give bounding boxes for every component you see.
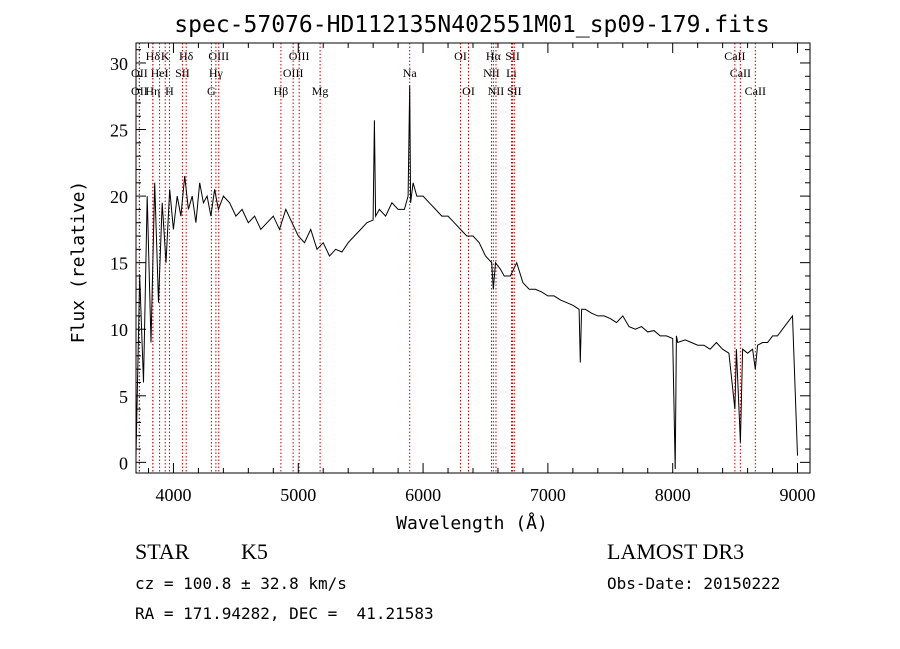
plot-frame bbox=[135, 42, 811, 474]
spectral-line-label: SII bbox=[175, 66, 190, 80]
spectral-line-label: G bbox=[207, 84, 216, 98]
object-subclass: K5 bbox=[241, 539, 268, 564]
y-tick-label: 0 bbox=[119, 453, 128, 473]
y-tick-label: 25 bbox=[110, 121, 128, 141]
spectral-line-label: HeI bbox=[151, 66, 169, 80]
spectral-line-label: Hγ bbox=[209, 66, 224, 80]
survey-name: LAMOST DR3 bbox=[607, 539, 745, 564]
y-tick-label: 30 bbox=[110, 54, 128, 74]
spectral-line-label: SII bbox=[505, 49, 520, 63]
axes: 4000 5000 6000 7000 8000 9000 0 5 10 15 20 25 30 bbox=[110, 43, 816, 505]
spectral-line-label: Hα bbox=[486, 49, 502, 63]
spectral-line-label: Hβ bbox=[274, 84, 289, 98]
spectral-line-label: Li bbox=[506, 66, 517, 80]
spectral-line-label: H bbox=[165, 84, 174, 98]
observation-date: Obs-Date: 20150222 bbox=[607, 574, 781, 593]
spectral-line-label: CaII bbox=[730, 66, 751, 80]
ra-dec: RA = 171.94282, DEC = 41.21583 bbox=[135, 604, 434, 623]
x-tick-label: 7000 bbox=[530, 485, 566, 505]
spectral-line-label: Hδ bbox=[179, 49, 194, 63]
spectral-line-label: OIII bbox=[208, 49, 229, 63]
x-tick-label: 4000 bbox=[155, 485, 191, 505]
redshift-cz: cz = 100.8 ± 32.8 km/s bbox=[135, 574, 347, 593]
y-tick-label: 5 bbox=[119, 387, 128, 407]
y-tick-label: 20 bbox=[110, 187, 128, 207]
spectral-line-label: OIII bbox=[289, 49, 310, 63]
spectral-line-label: Hδ bbox=[146, 49, 161, 63]
x-tick-label: 9000 bbox=[780, 485, 816, 505]
spectral-line-label: Mg bbox=[312, 84, 329, 98]
spectral-line-label: OIII bbox=[283, 66, 304, 80]
x-axis-label: Wavelength (Å) bbox=[396, 512, 548, 534]
x-tick-label: 6000 bbox=[405, 485, 441, 505]
spectral-line-label: OI bbox=[454, 49, 467, 63]
y-tick-label: 10 bbox=[110, 320, 128, 340]
spectral-line-label: Na bbox=[403, 66, 418, 80]
spectral-line-label: NII bbox=[488, 84, 505, 98]
spectral-line-label: SII bbox=[507, 84, 522, 98]
spectral-line-label: K bbox=[161, 49, 170, 63]
x-tick-label: 5000 bbox=[280, 485, 316, 505]
spectral-line-label: NII bbox=[483, 66, 500, 80]
spectral-line-label: CaII bbox=[745, 84, 766, 98]
y-axis-label: Flux (relative) bbox=[68, 181, 89, 344]
object-class: STAR bbox=[135, 539, 190, 564]
x-tick-label: 8000 bbox=[655, 485, 691, 505]
chart-title: spec-57076-HD112135N402551M01_sp09-179.f… bbox=[174, 12, 769, 38]
spectral-line-label: Hη bbox=[145, 84, 160, 98]
spectral-line-label: OII bbox=[131, 66, 148, 80]
y-tick-label: 15 bbox=[110, 254, 128, 274]
spectral-line-label: OII bbox=[131, 84, 148, 98]
spectrum-trace bbox=[135, 85, 798, 470]
spectral-line-label: OI bbox=[462, 84, 475, 98]
spectrum-line bbox=[135, 85, 798, 470]
spectral-line-label: CaII bbox=[724, 49, 745, 63]
